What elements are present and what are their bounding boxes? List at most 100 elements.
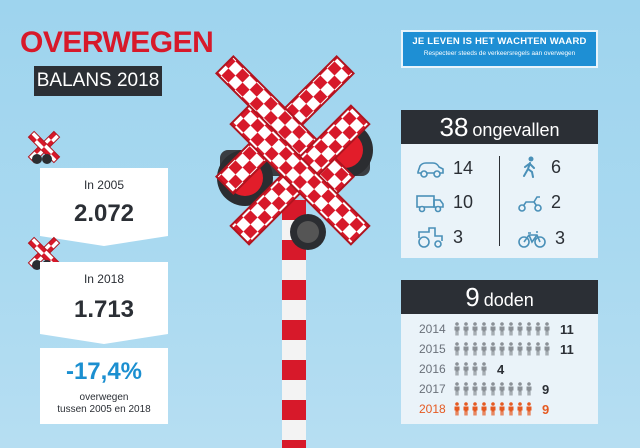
deaths-year-row: 2015 11: [419, 340, 574, 358]
accident-truck: 10: [415, 192, 473, 213]
person-figures: [453, 342, 552, 356]
crossbuck-front: [229, 104, 371, 246]
deaths-year-row: 2017 9: [419, 380, 549, 398]
person-icon: [472, 322, 478, 336]
person-icon: [490, 382, 496, 396]
person-icon: [472, 382, 478, 396]
crossing-sign-icon: [27, 130, 61, 164]
stat-2018-value: 1.713: [73, 296, 135, 323]
person-figures: [453, 402, 534, 416]
person-icon: [454, 342, 460, 356]
year-death-count: 11: [560, 321, 574, 337]
tractor-count: 3: [453, 226, 464, 247]
person-icon: [472, 342, 478, 356]
year-death-count: 9: [542, 401, 550, 417]
card-notch: [40, 334, 168, 344]
deaths-header: 9 doden: [401, 280, 598, 314]
card-notch: [40, 236, 168, 246]
stat-card-change: -17,4% overwegen tussen 2005 en 2018: [40, 348, 168, 424]
deaths-year-row: 2018 9: [419, 400, 549, 418]
person-icon: [463, 402, 469, 416]
person-icon: [454, 362, 460, 376]
car-icon: [417, 161, 444, 178]
railroad-crossing-illustration: [214, 54, 373, 448]
year-death-count: 4: [497, 361, 505, 377]
person-icon: [526, 382, 532, 396]
person-icon: [481, 402, 487, 416]
accidents-panel: 14 10 3 6 2 3: [401, 144, 598, 258]
person-icon: [544, 342, 550, 356]
person-figures: [453, 362, 489, 376]
person-icon: [481, 322, 487, 336]
person-icon: [526, 402, 532, 416]
person-icon: [499, 382, 505, 396]
person-icon: [463, 322, 469, 336]
accidents-count: 38: [439, 112, 469, 142]
deaths-year-row: 2016 4: [419, 360, 504, 378]
change-label-line2: tussen 2005 en 2018: [57, 404, 151, 415]
person-icon: [517, 382, 523, 396]
stat-card-2018: In 2018 1.713: [40, 262, 168, 334]
accident-car: 14: [415, 158, 473, 179]
tagline-main: JE LEVEN IS HET WACHTEN WAARD: [412, 36, 587, 47]
subtitle-badge: BALANS 2018: [34, 66, 162, 96]
person-icon: [454, 382, 460, 396]
truck-icon: [416, 194, 444, 212]
deaths-year-row: 2014 11: [419, 320, 574, 338]
pedestrian-icon: [523, 156, 535, 178]
person-icon: [535, 322, 541, 336]
page-title: OVERWEGEN: [20, 26, 214, 59]
accident-tractor: 3: [415, 226, 463, 248]
person-icon: [499, 342, 505, 356]
stat-card-2005: In 2005 2.072: [40, 168, 168, 236]
person-icon: [481, 342, 487, 356]
accidents-header: 38 ongevallen: [401, 110, 598, 144]
person-icon: [499, 322, 505, 336]
change-label-line1: overwegen: [79, 392, 129, 403]
tagline-banner: JE LEVEN IS HET WACHTEN WAARD Respecteer…: [401, 30, 598, 68]
person-icon: [463, 362, 469, 376]
stat-2018-label: In 2018: [83, 272, 125, 286]
person-icon: [472, 402, 478, 416]
year-label: 2017: [419, 382, 446, 396]
person-figures: [453, 382, 534, 396]
accident-scooter: 2: [517, 192, 561, 213]
year-death-count: 11: [560, 341, 574, 357]
change-value: -17,4%: [65, 358, 143, 385]
person-icon: [463, 342, 469, 356]
year-label: 2018: [419, 402, 446, 416]
bicycle-count: 3: [555, 228, 566, 248]
bicycle-icon: [518, 230, 546, 248]
person-figures: [453, 322, 552, 336]
person-icon: [544, 322, 550, 336]
stat-2005-label: In 2005: [83, 178, 125, 192]
person-icon: [490, 342, 496, 356]
accident-pedestrian: 6: [517, 156, 561, 178]
person-icon: [508, 342, 514, 356]
deaths-label: doden: [483, 290, 534, 310]
year-label: 2014: [419, 322, 446, 336]
person-icon: [508, 322, 514, 336]
accident-bicycle: 3: [517, 228, 565, 249]
car-count: 14: [453, 158, 474, 178]
person-icon: [472, 362, 478, 376]
person-icon: [517, 322, 523, 336]
person-icon: [517, 402, 523, 416]
accidents-label: ongevallen: [472, 120, 560, 140]
year-label: 2015: [419, 342, 446, 356]
person-icon: [463, 382, 469, 396]
tagline-sub: Respecteer steeds de verkeersregels aan …: [423, 50, 576, 57]
person-icon: [508, 402, 514, 416]
truck-count: 10: [453, 192, 474, 212]
stat-2005-value: 2.072: [73, 200, 135, 227]
pedestrian-count: 6: [551, 156, 562, 177]
person-icon: [490, 402, 496, 416]
person-icon: [481, 382, 487, 396]
year-death-count: 9: [542, 381, 550, 397]
person-icon: [535, 342, 541, 356]
person-icon: [526, 342, 532, 356]
scooter-count: 2: [551, 192, 562, 212]
person-icon: [526, 322, 532, 336]
deaths-panel: 2014 11 2015 11 2016 4 2017 9 2018 9: [401, 314, 598, 424]
tractor-icon: [418, 227, 443, 248]
